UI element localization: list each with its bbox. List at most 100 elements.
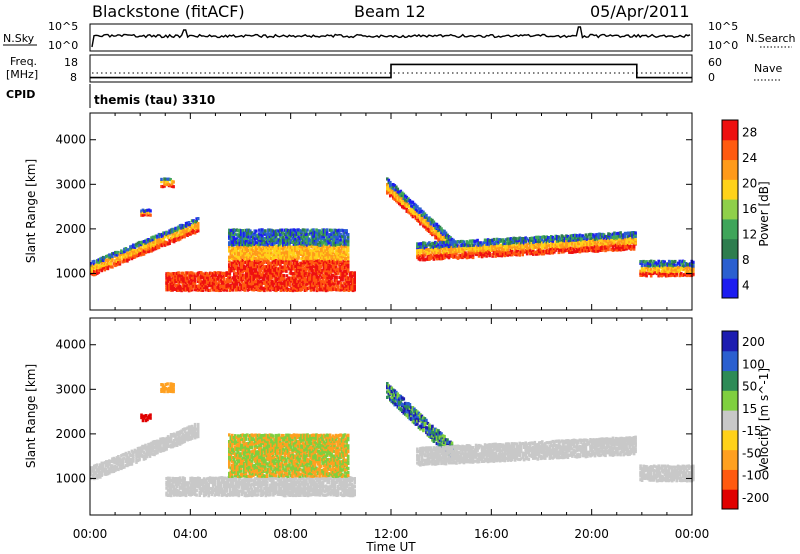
scatter-cell [417,244,421,248]
scatter-cell [268,263,272,267]
scatter-cell [333,230,336,234]
scatter-cell [139,248,143,252]
scatter-cell [330,265,333,269]
scatter-cell [330,232,333,237]
scatter-cell [246,284,250,288]
scatter-cell [222,286,225,290]
scatter-cell [657,269,660,273]
scatter-cell [654,271,657,275]
scatter-cell [273,268,276,272]
scatter-cell [153,445,156,450]
scatter-cell [281,273,284,277]
scatter-cell [184,431,188,435]
scatter-cell [121,255,125,259]
scatter-cell [419,248,422,252]
scatter-cell [623,233,627,237]
scatter-cell [289,261,293,265]
scatter-cell [411,205,415,209]
scatter-cell [337,251,341,255]
scatter-cell [108,255,111,259]
scatter-cell [246,271,250,276]
scatter-cell [336,247,339,251]
scatter-cell [607,235,610,240]
scatter-cell [250,261,254,265]
scatter-cell [438,232,442,236]
scatter-cell [285,235,288,239]
scatter-cell [132,459,135,463]
scatter-cell [135,460,138,464]
scatter-cell [345,244,348,249]
scatter-cell [554,234,558,238]
scatter-cell [328,249,332,253]
scatter-cell [246,263,249,267]
scatter-cell [521,242,524,246]
scatter-cell [495,239,499,243]
scatter-cell [327,246,330,250]
scatter-cell [283,245,287,249]
scatter-cell [577,238,580,242]
scatter-cell [562,235,565,239]
scatter-cell [310,251,314,255]
scatter-cell [260,282,263,286]
scatter-cell [556,237,559,241]
scatter-cell [304,265,308,269]
scatter-cell [163,446,167,450]
scatter-cell [303,241,306,245]
scatter-cell [292,242,296,246]
scatter-cell [562,241,565,245]
scatter-cell [605,238,609,242]
scatter-cell [342,229,345,233]
scatter-cell [395,188,398,192]
scatter-cell [592,235,595,239]
scatter-cell [262,261,266,265]
scatter-cell [99,472,102,476]
scatter-cell [292,267,296,271]
scatter-cell [446,233,449,237]
scatter-cell [325,232,329,236]
scatter-cell [538,249,541,253]
scatter-cell [147,242,150,246]
scatter-cell [228,284,232,288]
scatter-cell [172,282,176,286]
scatter-cell [419,258,422,262]
scatter-cell [309,288,313,292]
scatter-cell [574,244,577,248]
scatter-cell [201,286,204,290]
scatter-cell [147,449,150,453]
scatter-cell [616,246,619,250]
scatter-cell [189,223,192,227]
scatter-cell [242,286,245,290]
scatter-cell [279,272,283,276]
scatter-cell [322,234,326,238]
scatter-cell [109,466,113,470]
scatter-cell [251,272,254,276]
scatter-cell [623,239,627,243]
scatter-cell [118,466,122,470]
scatter-cell [536,235,540,239]
scatter-cell [273,234,276,238]
scatter-cell [201,272,204,276]
scatter-cell [258,232,261,236]
scatter-cell [339,251,342,255]
scatter-cell [296,274,299,278]
scatter-cell [568,236,571,240]
scatter-cell [255,274,259,278]
scatter-cell [258,280,262,284]
scatter-cell [249,235,252,239]
scatter-cell [617,237,621,241]
scatter-cell [271,233,275,237]
scatter-cell [233,272,236,276]
scatter-cell [236,284,239,288]
scatter-cell [123,252,126,256]
scatter-cell [303,259,306,263]
scatter-cell [420,220,424,224]
scatter-cell [620,247,624,252]
scatter-cell [252,277,256,282]
scatter-cell [172,434,176,438]
scatter-cell [405,203,409,207]
scatter-cell [178,436,182,440]
scatter-cell [306,278,310,282]
scatter-cell [390,186,394,190]
scatter-cell [118,253,122,257]
scatter-cell [491,252,494,257]
